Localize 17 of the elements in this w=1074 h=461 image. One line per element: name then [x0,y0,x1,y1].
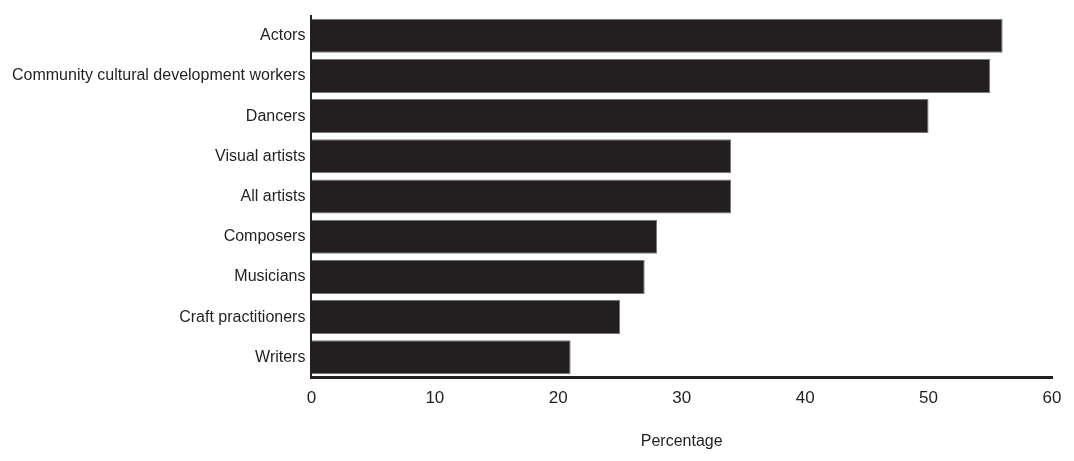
x-tick-label: 30 [672,388,692,408]
x-tick-label: 0 [306,388,317,408]
y-tick-label: Visual artists [215,146,306,164]
x-tick-label: 40 [795,388,815,408]
x-tick-label: 20 [548,388,568,408]
y-tick-label: Dancers [245,106,306,124]
y-tick-label: Actors [260,26,306,44]
y-tick-label: Craft practitioners [179,307,306,325]
x-tick-label: 60 [1042,388,1062,408]
x-tick-label: 10 [425,388,445,408]
x-axis-title: Percentage [640,431,723,449]
y-tick-label: Musicians [234,267,306,285]
y-tick-label: Writers [255,347,306,365]
x-tick-label: 50 [919,388,939,408]
y-tick-label: All artists [240,186,306,204]
y-tick-label: Community cultural development workers [11,66,306,84]
y-tick-label: Composers [223,227,306,245]
